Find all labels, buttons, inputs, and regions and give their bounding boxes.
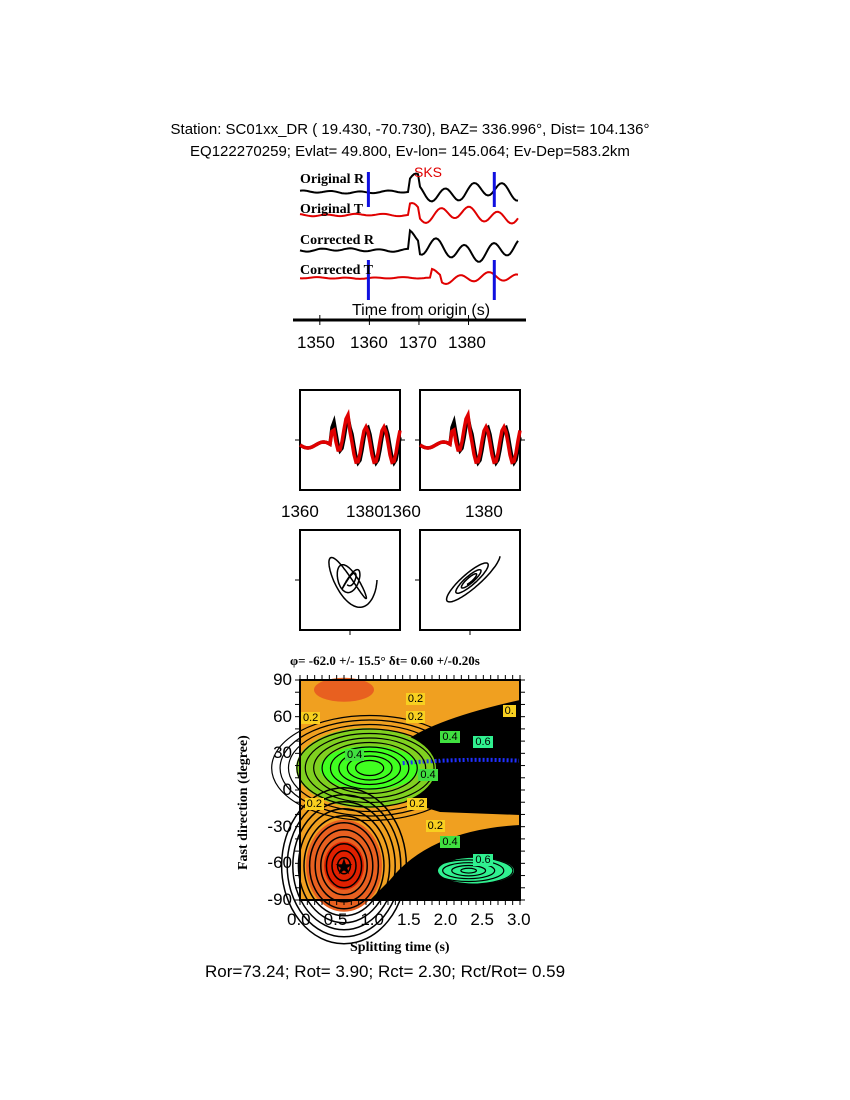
contour-label: 0.4 bbox=[418, 768, 438, 781]
x-axis-label: Splitting time (s) bbox=[350, 940, 450, 955]
contour-line bbox=[338, 750, 402, 786]
x-tick-label: 2.5 bbox=[470, 910, 494, 929]
contour-label: 0.4 bbox=[440, 730, 460, 743]
contour-line bbox=[432, 859, 505, 883]
y-tick-label: 90 bbox=[273, 670, 292, 689]
contour-line bbox=[304, 732, 435, 804]
x-tick-label: 1380 bbox=[448, 333, 486, 352]
waveform-trace bbox=[299, 228, 519, 263]
trace-label: Original T bbox=[300, 202, 364, 217]
particle-motion bbox=[445, 556, 501, 603]
x-tick-label: 1350 bbox=[297, 333, 335, 352]
x-tick-label: 1380 bbox=[465, 502, 503, 521]
waveform-trace bbox=[299, 267, 519, 286]
contour-line bbox=[331, 850, 357, 882]
trace-label: Original R bbox=[300, 172, 365, 187]
contour-region-max bbox=[402, 757, 521, 766]
contour-line bbox=[451, 864, 487, 877]
contour-line bbox=[321, 741, 418, 795]
x-tick-label: 1.5 bbox=[397, 910, 421, 929]
best-fit-star-icon: ★ bbox=[334, 854, 354, 879]
x-tick-label: 0.0 bbox=[287, 910, 311, 929]
x-tick-label: 2.0 bbox=[433, 910, 458, 929]
x-tick-label: 1360 bbox=[383, 502, 421, 521]
contour-label: 0.4 bbox=[440, 835, 460, 848]
waveform-trace bbox=[299, 172, 519, 203]
contour-line bbox=[279, 719, 460, 817]
contour-label: 0.6 bbox=[473, 854, 493, 867]
contour-label: 0.2 bbox=[405, 692, 426, 705]
time-axis-label: Time from origin (s) bbox=[352, 302, 491, 319]
particle-motion-panel bbox=[299, 529, 401, 631]
contour-line bbox=[280, 787, 408, 945]
contour-label: 0.2 bbox=[304, 797, 324, 810]
contour-label: 0. bbox=[502, 705, 516, 717]
contour-line bbox=[292, 801, 396, 931]
y-tick-label: -60 bbox=[267, 853, 292, 873]
contour-label: 0.2 bbox=[405, 711, 426, 724]
footer-stats: Ror=73.24; Rot= 3.90; Rct= 2.30; Rct/Rot… bbox=[205, 962, 566, 981]
y-tick-label: 30 bbox=[273, 743, 292, 763]
x-tick-label: 1.0 bbox=[360, 910, 384, 929]
particle-motion bbox=[328, 556, 378, 609]
contour-line bbox=[442, 862, 496, 880]
contour-line bbox=[308, 822, 380, 910]
x-tick-label: 1360 bbox=[281, 502, 319, 521]
contour-line bbox=[303, 815, 385, 917]
station-info: Station: SC01xx_DR ( 19.430, -70.730), B… bbox=[170, 121, 650, 138]
contour-line bbox=[329, 746, 410, 790]
phase-label: SKS bbox=[414, 164, 443, 180]
contour-line bbox=[346, 755, 393, 781]
particle-motion-panel bbox=[419, 529, 521, 631]
contour-line bbox=[355, 759, 385, 777]
contour-label: 0.6 bbox=[473, 735, 493, 748]
contour-region bbox=[314, 677, 374, 702]
trace-label: Corrected T bbox=[300, 263, 373, 278]
contour-line bbox=[460, 867, 478, 874]
contour-line bbox=[287, 723, 452, 813]
y-tick-label: -30 bbox=[267, 816, 292, 836]
contour-label: 0.2 bbox=[301, 712, 321, 725]
y-tick-label: -90 bbox=[267, 890, 292, 909]
waveform-overlay bbox=[299, 409, 402, 465]
y-tick-label: 0 bbox=[282, 780, 292, 799]
contour-label: 0.2 bbox=[407, 797, 427, 810]
contour-line bbox=[423, 856, 514, 885]
contour-region bbox=[319, 746, 420, 790]
contour-line bbox=[336, 857, 352, 875]
contour-line bbox=[296, 728, 444, 808]
splitting-title: φ= -62.0 +/- 15.5° δt= 0.60 +/-0.20s bbox=[290, 653, 480, 668]
x-tick-label: 1370 bbox=[399, 333, 437, 352]
x-tick-label: 1380 bbox=[346, 502, 384, 521]
event-info: EQ122270259; Evlat= 49.800, Ev-lon= 145.… bbox=[190, 143, 630, 160]
y-tick-label: 60 bbox=[273, 706, 292, 726]
contour-line bbox=[320, 836, 368, 896]
x-tick-label: 3.0 bbox=[507, 910, 531, 929]
contour-line bbox=[313, 737, 427, 799]
contour-line bbox=[325, 843, 363, 889]
contour-line bbox=[297, 808, 391, 924]
trace-label: Corrected R bbox=[300, 233, 374, 248]
contour-region-min bbox=[324, 841, 364, 890]
waveform-trace bbox=[299, 201, 519, 225]
y-axis-label: Fast direction (degree) bbox=[236, 735, 251, 870]
waveform-overlay bbox=[419, 409, 522, 465]
contour-line bbox=[271, 714, 469, 822]
contour-label: 0.2 bbox=[425, 819, 445, 832]
x-tick-label: 0.5 bbox=[323, 910, 348, 929]
x-tick-label: 1360 bbox=[350, 333, 388, 352]
contour-label: 0.4 bbox=[345, 749, 365, 761]
